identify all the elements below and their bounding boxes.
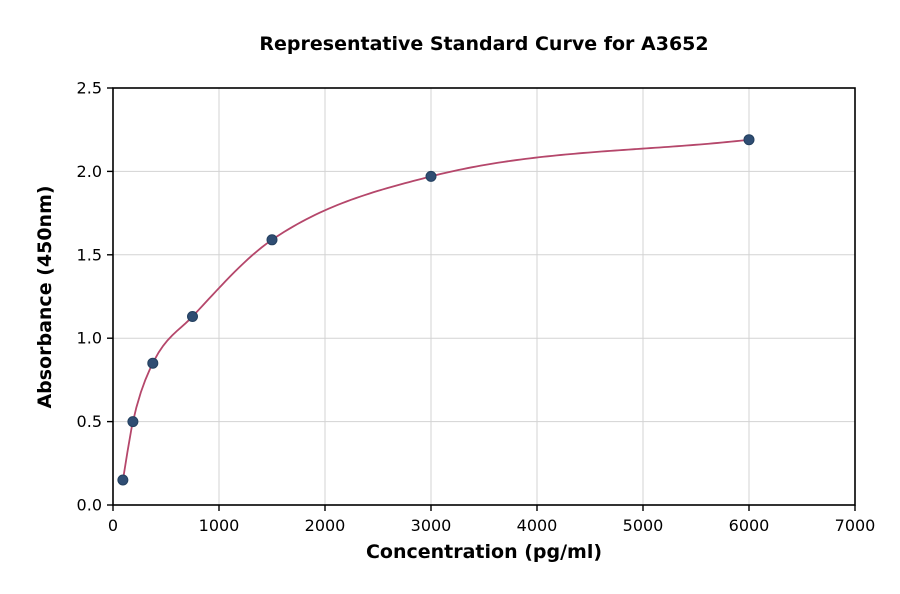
data-point bbox=[117, 474, 129, 486]
y-tick-label: 1.0 bbox=[77, 329, 102, 348]
fitted-curve bbox=[122, 138, 750, 481]
x-tick-label: 6000 bbox=[729, 516, 770, 535]
x-tick-label: 2000 bbox=[305, 516, 346, 535]
x-tick-label: 0 bbox=[108, 516, 118, 535]
x-tick-label: 7000 bbox=[835, 516, 876, 535]
data-point bbox=[743, 134, 755, 146]
x-tick-label: 3000 bbox=[411, 516, 452, 535]
data-point bbox=[127, 416, 139, 428]
y-tick-label: 2.5 bbox=[77, 79, 102, 98]
x-axis-label: Concentration (pg/ml) bbox=[365, 541, 603, 563]
x-tick-label: 1000 bbox=[199, 516, 240, 535]
y-tick-label: 1.5 bbox=[77, 245, 102, 264]
x-tick-label: 4000 bbox=[517, 516, 558, 535]
x-tick-label: 5000 bbox=[623, 516, 664, 535]
chart-title: Representative Standard Curve for A3652 bbox=[259, 33, 709, 55]
plot-border bbox=[112, 87, 856, 506]
data-point bbox=[266, 234, 278, 246]
data-point bbox=[187, 311, 198, 322]
data-point bbox=[147, 357, 159, 369]
y-tick-label: 2.0 bbox=[77, 162, 102, 181]
data-point bbox=[425, 170, 437, 182]
y-tick-label: 0.0 bbox=[77, 496, 102, 515]
y-tick-label: 0.5 bbox=[77, 412, 102, 431]
